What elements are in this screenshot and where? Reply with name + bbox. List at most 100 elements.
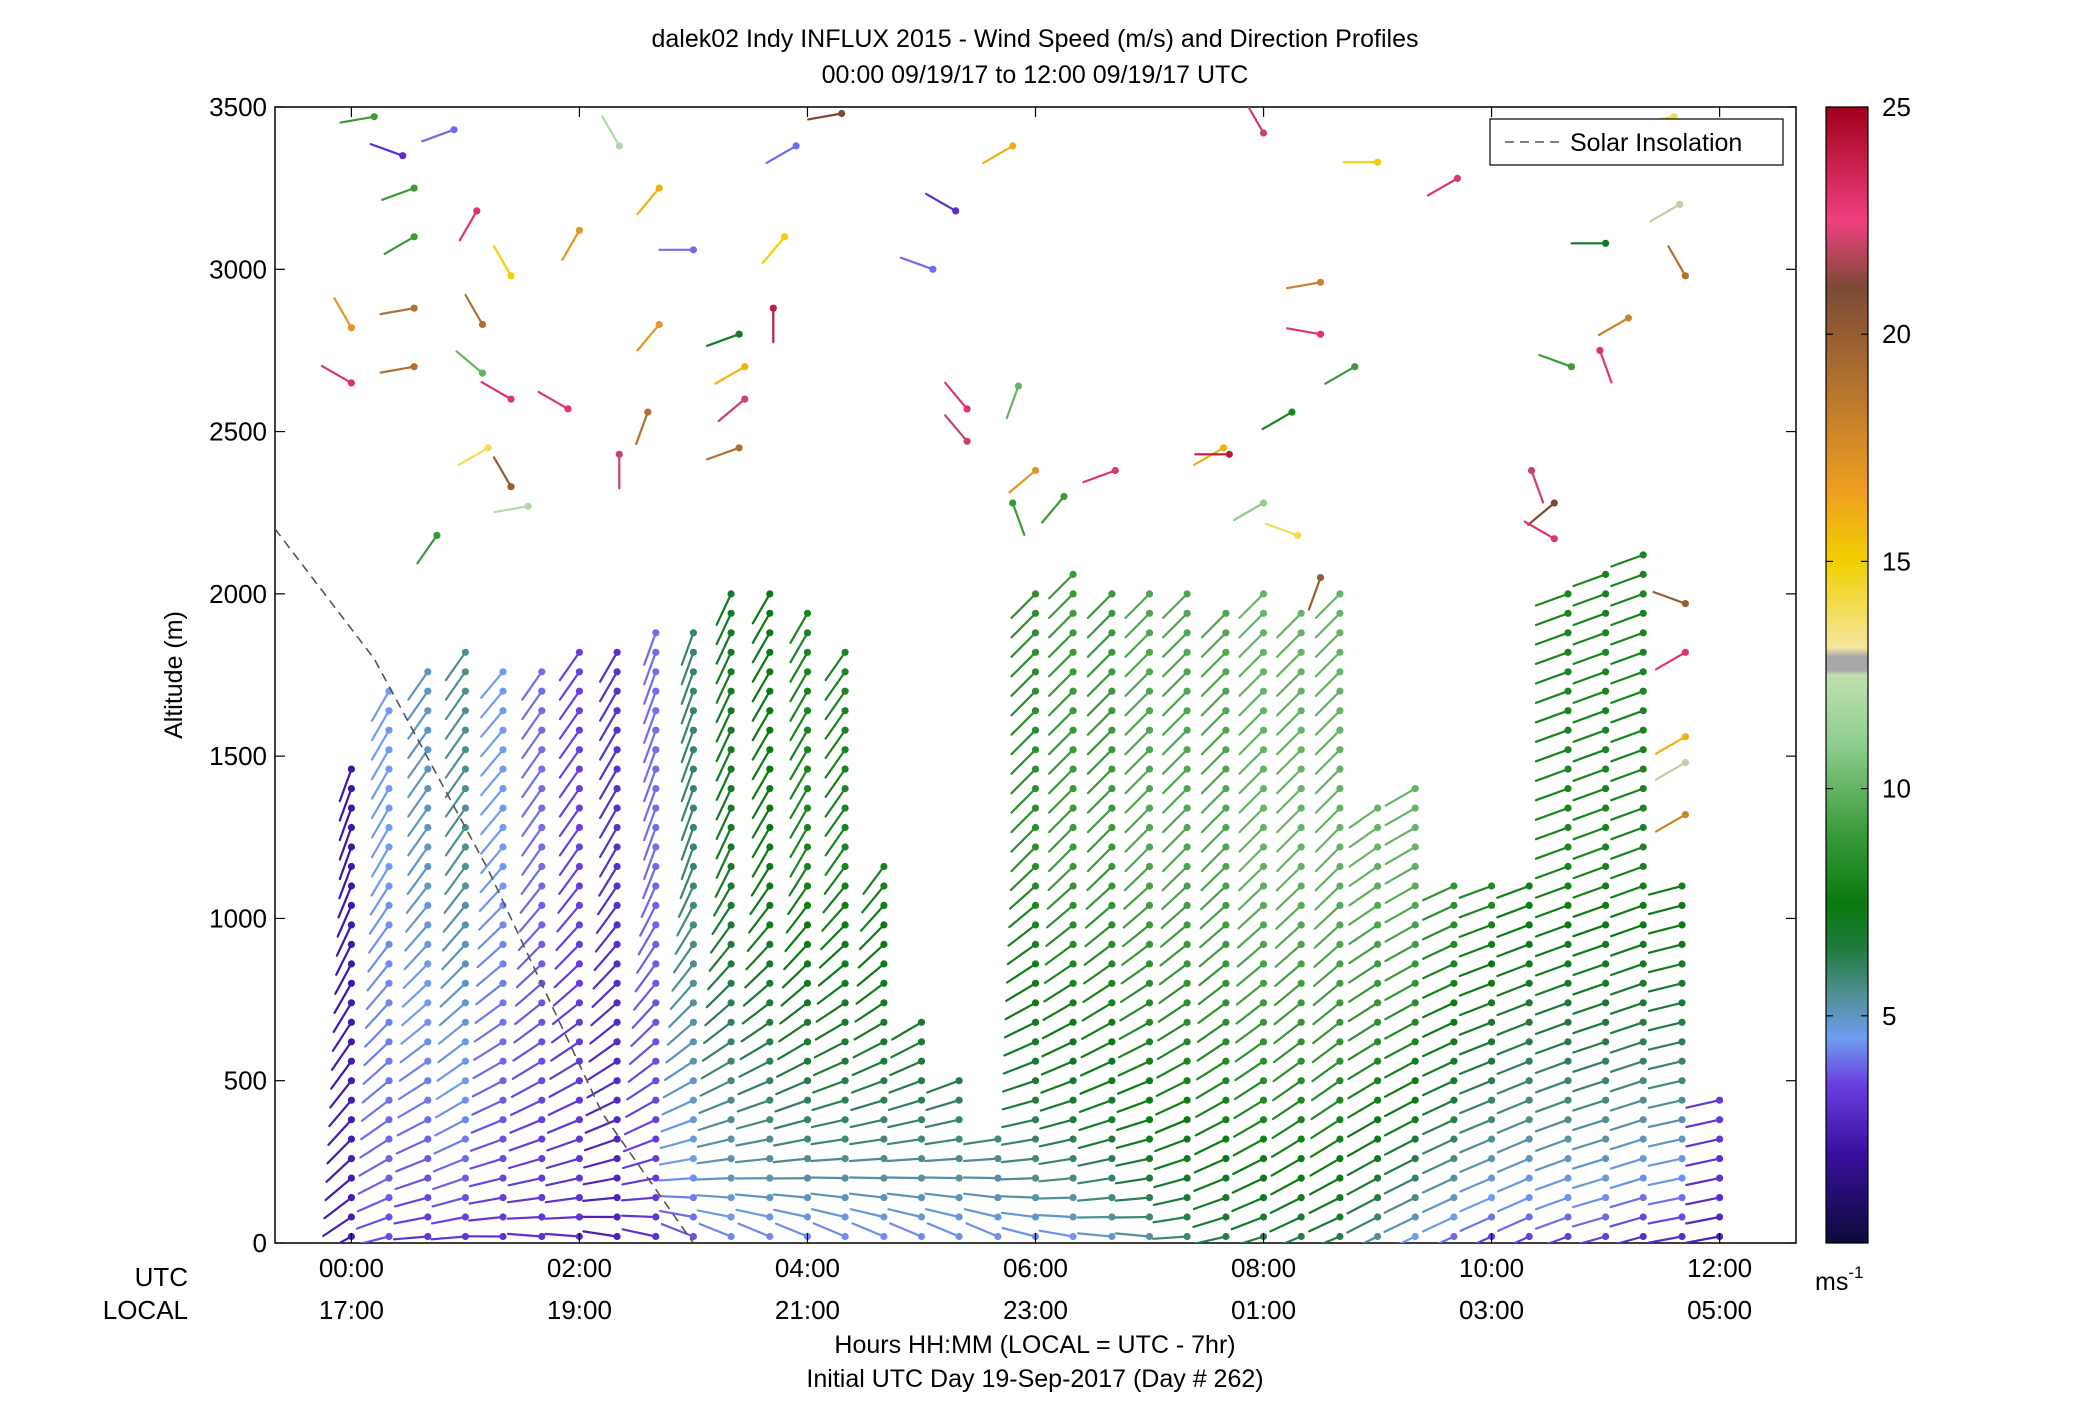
wind-barb	[586, 1077, 621, 1099]
wind-barb	[587, 1057, 621, 1081]
wind-barb	[923, 1174, 963, 1182]
wind-barb	[1001, 1116, 1040, 1129]
wind-barb	[1086, 590, 1116, 620]
wind-barb	[636, 184, 663, 216]
wind-barb	[521, 726, 546, 760]
wind-barb	[715, 707, 735, 743]
wind-barb	[444, 746, 469, 779]
wind-barb	[1572, 979, 1610, 996]
wind-barb	[1082, 960, 1116, 985]
wind-barb	[1314, 843, 1344, 873]
wind-barb	[926, 1077, 963, 1094]
wind-barb	[886, 1174, 926, 1182]
wind-barb	[1159, 921, 1191, 948]
wind-barb	[899, 256, 937, 273]
wind-barb	[1348, 882, 1382, 907]
wind-barb	[715, 687, 735, 724]
wind-barb	[1496, 1077, 1533, 1095]
wind-barb	[816, 979, 849, 1005]
x-tick-label-utc: 10:00	[1459, 1253, 1524, 1283]
wind-barb	[1161, 843, 1191, 873]
wind-barb	[1009, 862, 1040, 892]
upper-wind-barbs	[320, 107, 1689, 833]
wind-barb	[1534, 1116, 1572, 1133]
wind-barb	[444, 707, 469, 740]
wind-barb	[888, 1077, 926, 1094]
wind-barb	[442, 901, 469, 933]
wind-barb	[1347, 979, 1382, 1003]
wind-barb	[924, 1155, 963, 1163]
wind-barb	[1348, 940, 1382, 965]
wind-barb	[544, 1194, 584, 1204]
wind-barb	[1534, 707, 1572, 724]
wind-barb	[1458, 1077, 1496, 1095]
wind-barb	[1124, 785, 1154, 814]
colorbar-unit-base: ms	[1815, 1268, 1848, 1296]
wind-barb	[1571, 1135, 1610, 1151]
wind-barb	[407, 668, 432, 701]
wind-barb	[1347, 1018, 1382, 1042]
wind-barb	[1234, 1018, 1268, 1044]
wind-barb	[598, 707, 621, 742]
wind-barb	[1238, 862, 1268, 892]
wind-barb	[1307, 574, 1325, 611]
wind-barb	[405, 901, 432, 933]
wind-barb	[1010, 629, 1040, 658]
wind-barb	[1384, 999, 1419, 1021]
wind-barb	[601, 115, 623, 150]
wind-barb	[554, 940, 584, 970]
wind-barb	[582, 1230, 621, 1241]
wind-barb	[598, 746, 621, 781]
wind-barb	[815, 999, 849, 1023]
wind-barb	[715, 629, 735, 665]
wind-barb	[328, 1096, 355, 1128]
wind-barb	[598, 823, 621, 859]
wind-barb	[1273, 1018, 1305, 1045]
wind-barb	[1496, 1057, 1533, 1076]
wind-barb	[1348, 921, 1382, 946]
wind-barb	[444, 785, 469, 818]
wind-barb	[715, 746, 735, 782]
wind-barb	[1008, 882, 1040, 910]
wind-barb	[437, 1038, 469, 1064]
wind-barb	[1153, 1174, 1191, 1189]
wind-barb	[772, 1193, 812, 1202]
wind-barb	[1314, 590, 1344, 620]
wind-barb	[1572, 960, 1610, 977]
wind-barb	[698, 1096, 735, 1115]
wind-barb	[1534, 960, 1572, 977]
wind-barb	[1538, 353, 1575, 371]
wind-barb	[1654, 648, 1689, 671]
wind-barb	[432, 1155, 469, 1173]
wind-barb	[1314, 629, 1344, 658]
wind-barb	[962, 1155, 1002, 1163]
wind-barb	[824, 707, 849, 740]
wind-barb	[1383, 1077, 1419, 1098]
wind-barb	[1534, 1038, 1572, 1055]
wind-barb	[1198, 960, 1230, 987]
wind-barb	[595, 901, 621, 935]
wind-barb	[1647, 1213, 1686, 1225]
wind-barb	[440, 960, 469, 990]
wind-barb	[1314, 882, 1344, 911]
y-tick-label: 0	[253, 1228, 267, 1258]
wind-barb	[393, 1213, 432, 1225]
wind-barb	[1496, 1038, 1533, 1056]
wind-barb	[1527, 499, 1558, 526]
wind-barb	[1383, 1194, 1419, 1214]
wind-barb	[824, 823, 849, 857]
wind-barb	[326, 1135, 355, 1165]
wind-barb	[1314, 862, 1344, 892]
wind-barb	[492, 245, 515, 280]
wind-barb	[521, 707, 546, 740]
wind-barb	[335, 921, 355, 957]
wind-barb	[848, 1155, 888, 1163]
wind-barb	[1193, 1174, 1230, 1192]
wind-barb	[1041, 1038, 1077, 1058]
wind-barb	[789, 765, 812, 800]
wind-barb	[327, 1116, 355, 1146]
wind-barb	[1006, 940, 1040, 966]
wind-barb	[1308, 1174, 1344, 1196]
wind-barb	[1275, 687, 1305, 717]
wind-barb	[820, 921, 849, 951]
